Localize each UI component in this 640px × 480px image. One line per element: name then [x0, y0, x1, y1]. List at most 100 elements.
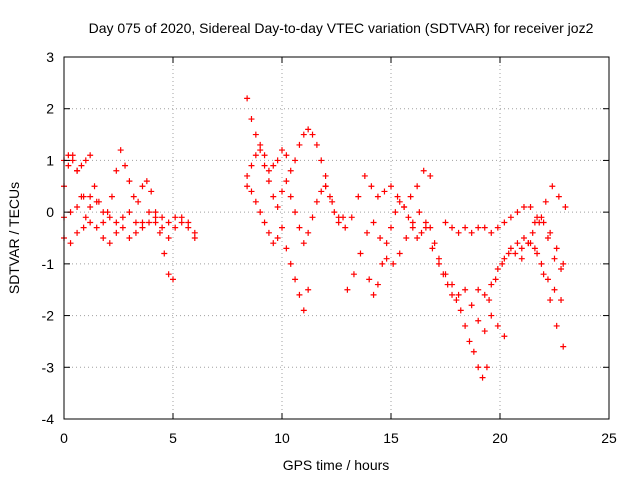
data-point: [93, 224, 100, 231]
data-point: [244, 172, 251, 179]
data-point: [558, 266, 565, 273]
data-point: [82, 157, 89, 164]
data-point: [355, 193, 362, 200]
data-point: [501, 255, 508, 262]
data-point: [551, 255, 558, 262]
data-point: [91, 183, 98, 190]
data-point: [93, 198, 100, 205]
data-point: [106, 214, 113, 221]
y-tick-label: 1: [46, 152, 54, 168]
data-point: [257, 209, 264, 216]
data-point: [488, 281, 495, 288]
data-point: [405, 214, 412, 221]
data-point: [318, 157, 325, 164]
data-point: [165, 235, 172, 241]
data-point: [486, 297, 493, 304]
series-arc-4: [61, 152, 94, 174]
data-point: [562, 203, 569, 210]
y-tick-label: 3: [46, 49, 54, 65]
grid: [64, 57, 609, 419]
data-point: [494, 322, 501, 329]
data-point: [152, 214, 159, 221]
data-point: [82, 214, 89, 221]
data-point: [520, 203, 527, 210]
data-point: [122, 162, 129, 169]
data-point: [108, 193, 115, 200]
y-axis-title: SDTVAR / TECUs: [6, 182, 22, 294]
data-point: [427, 224, 434, 231]
series-arc-15: [518, 214, 565, 273]
data-point: [388, 183, 394, 190]
data-point: [74, 203, 81, 210]
data-point: [368, 183, 375, 190]
data-point: [374, 281, 381, 288]
plot-frame: [63, 56, 610, 420]
data-point: [78, 162, 85, 169]
data-point: [483, 364, 490, 371]
data-point: [540, 271, 547, 278]
data-point: [80, 224, 87, 231]
data-point: [119, 214, 126, 221]
data-point: [462, 286, 469, 293]
data-point: [381, 188, 388, 195]
data-point: [132, 229, 139, 236]
data-point: [542, 198, 549, 205]
data-point: [65, 162, 72, 169]
series-arc-11: [442, 203, 567, 267]
data-point: [401, 203, 408, 210]
data-point: [270, 193, 277, 200]
data-point: [252, 131, 259, 138]
data-point: [390, 260, 397, 267]
data-point: [265, 167, 272, 174]
data-point: [305, 229, 312, 236]
data-point: [283, 152, 290, 159]
data-point: [396, 198, 403, 205]
data-point: [475, 286, 482, 293]
data-point: [270, 240, 277, 247]
series-arc-1: [61, 147, 176, 283]
data-point: [172, 224, 179, 231]
data-point: [435, 255, 442, 262]
data-point: [300, 307, 307, 314]
data-point: [449, 291, 456, 298]
series-arc-2: [61, 193, 198, 241]
data-point: [146, 219, 153, 226]
data-point: [374, 193, 381, 200]
data-point: [117, 147, 124, 154]
data-point: [244, 183, 251, 190]
data-point: [383, 255, 390, 262]
data-point: [444, 281, 451, 288]
data-point: [139, 183, 146, 190]
data-point: [544, 276, 551, 283]
data-point: [318, 188, 325, 195]
data-point: [139, 219, 146, 226]
data-point: [152, 219, 159, 226]
chart-title: Day 075 of 2020, Sidereal Day-to-day VTE…: [89, 20, 594, 36]
data-point: [429, 245, 436, 252]
data-point: [462, 322, 469, 329]
data-point: [501, 219, 508, 226]
data-point: [435, 260, 442, 267]
data-point: [67, 240, 74, 247]
data-point: [283, 245, 290, 252]
data-point: [322, 172, 329, 179]
data-point: [475, 364, 482, 371]
data-point: [466, 338, 473, 345]
y-tick-label: -2: [42, 308, 55, 324]
data-point: [279, 147, 285, 154]
data-point: [357, 250, 364, 257]
data-point: [331, 209, 338, 216]
data-point: [507, 245, 514, 252]
data-point: [113, 219, 120, 226]
data-point: [296, 141, 303, 148]
data-point: [468, 302, 475, 309]
data-point: [100, 209, 107, 216]
data-point: [453, 297, 460, 304]
data-point: [87, 193, 94, 200]
data-point: [468, 229, 475, 236]
data-point: [335, 219, 342, 226]
data-point: [252, 152, 259, 159]
data-point: [518, 255, 525, 262]
data-point: [257, 147, 264, 154]
data-point: [422, 219, 429, 226]
